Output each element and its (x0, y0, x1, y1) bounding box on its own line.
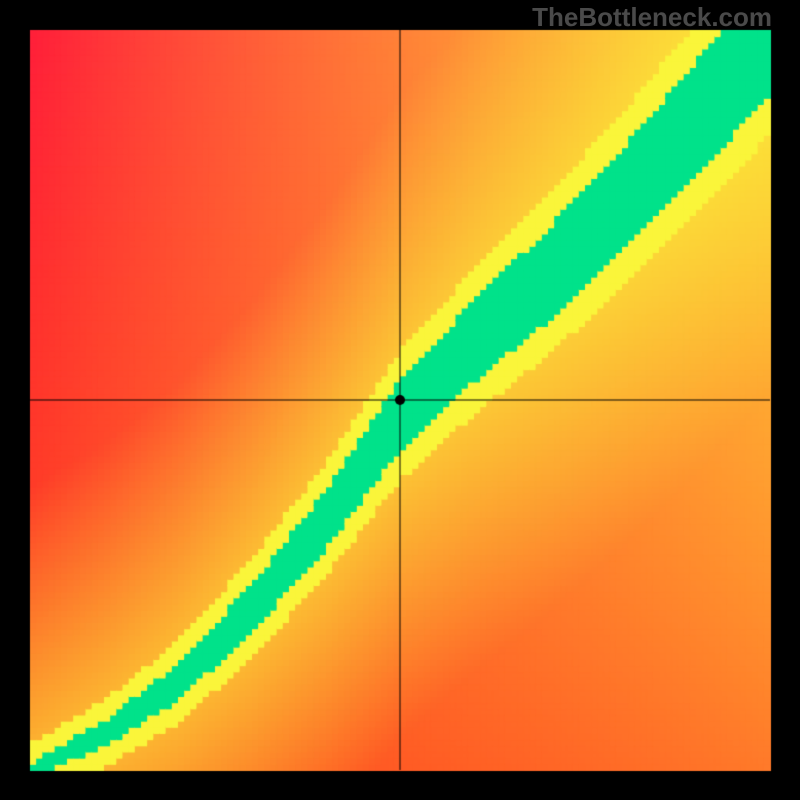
bottleneck-heatmap (0, 0, 800, 800)
watermark-text: TheBottleneck.com (532, 2, 772, 33)
